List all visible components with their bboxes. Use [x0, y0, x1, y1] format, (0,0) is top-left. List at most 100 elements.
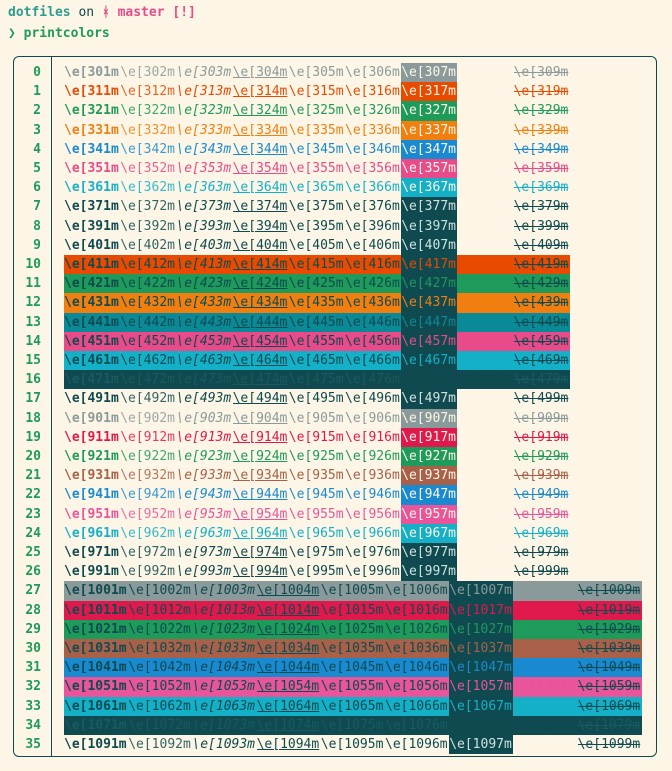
escape-cell: \e[911m	[64, 429, 119, 445]
escape-cells: \e[1051m \e[1052m \e[1053m \e[1054m \e[1055m…	[64, 677, 642, 697]
escape-cell: \e[473m	[176, 372, 232, 388]
escape-cell: \e[1019m	[577, 602, 641, 618]
escape-cell: \e[468m	[457, 353, 513, 368]
escape-cell: \e[494m	[232, 391, 288, 407]
escape-cell: \e[302m	[120, 65, 175, 80]
table-row: 30 \e[1031m \e[1032m \e[1033m \e[1034m \e[103…	[0, 639, 672, 659]
escape-cell: \e[1014m	[256, 602, 320, 618]
escape-cell: \e[375m	[288, 199, 344, 215]
escape-cell: \e[973m	[176, 545, 232, 560]
escape-cell: \e[342m	[120, 141, 175, 157]
escape-cells: \e[461m \e[462m \e[463m \e[464m \e[465m \e[46…	[64, 351, 570, 371]
escape-cell: \e[447m	[401, 312, 458, 332]
escape-cell: \e[475m	[288, 372, 344, 388]
escape-cell: \e[1094m	[256, 737, 320, 752]
escape-cell: \e[1033m	[192, 641, 256, 656]
escape-cell: \e[497m	[401, 389, 458, 409]
escape-cell: \e[1038m	[513, 641, 577, 656]
color-table-frame	[13, 56, 657, 757]
escape-cell: \e[343m	[176, 141, 232, 157]
row-number: 6	[33, 180, 41, 196]
escape-cells: \e[441m \e[442m \e[443m \e[444m \e[445m \e[44…	[64, 312, 570, 332]
escape-cell: \e[439m	[513, 295, 569, 311]
escape-cell: \e[943m	[176, 487, 232, 503]
escape-cell: \e[338m	[457, 121, 513, 140]
escape-cell: \e[402m	[120, 237, 175, 253]
table-row: 19 \e[911m \e[912m \e[913m \e[914m \e[915m \e[…	[0, 427, 672, 447]
table-row: 10 \e[411m \e[412m \e[413m \e[414m \e[415m \e[…	[0, 255, 672, 275]
escape-cell: \e[395m	[288, 218, 344, 234]
escape-cell: \e[415m	[288, 257, 344, 272]
escape-cell: \e[969m	[513, 525, 569, 541]
escape-cell: \e[345m	[288, 141, 344, 157]
row-number: 30	[25, 641, 41, 656]
escape-cell: \e[421m	[64, 276, 119, 292]
escape-cells: \e[1011m \e[1012m \e[1013m \e[1014m \e[1015m…	[64, 600, 642, 620]
escape-cell: \e[311m	[64, 84, 119, 100]
escape-cell: \e[1001m	[64, 583, 127, 599]
escape-cell: \e[921m	[64, 449, 119, 464]
row-number: 5	[33, 161, 41, 176]
row-number: 15	[25, 353, 41, 368]
row-number: 17	[25, 391, 41, 407]
row-number: 29	[25, 621, 41, 637]
escape-cell: \e[429m	[513, 276, 569, 292]
prompt-branch: master	[117, 5, 165, 20]
escape-cell: \e[978m	[457, 543, 513, 562]
escape-cell: \e[435m	[288, 295, 344, 311]
escape-cell: \e[941m	[64, 487, 119, 503]
table-row: 22 \e[941m \e[942m \e[943m \e[944m \e[945m \e[…	[0, 485, 672, 505]
escape-cell: \e[477m	[401, 370, 458, 390]
escape-cell: \e[413m	[176, 257, 232, 272]
escape-cell: \e[991m	[64, 564, 119, 580]
escape-cell: \e[901m	[64, 410, 119, 426]
table-row: 15 \e[461m \e[462m \e[463m \e[464m \e[465m \e[…	[0, 351, 672, 371]
escape-cell: \e[324m	[232, 103, 288, 119]
escape-cell: \e[1031m	[64, 641, 127, 656]
escape-cell: \e[1095m	[320, 737, 384, 752]
row-number: 0	[33, 65, 41, 80]
row-number: 10	[25, 257, 41, 272]
table-row: 27 \e[1001m \e[1002m \e[1003m \e[1004m \e[100…	[0, 581, 672, 601]
table-row: 6 \e[361m \e[362m \e[363m \e[364m \e[365m \e[3…	[0, 178, 672, 198]
escape-cell: \e[443m	[176, 314, 232, 330]
escape-cell: \e[357m	[401, 159, 458, 179]
escape-cell: \e[1051m	[64, 679, 127, 695]
escape-cell: \e[347m	[401, 139, 458, 159]
escape-cell: \e[373m	[176, 199, 232, 215]
row-number: 19	[25, 429, 41, 445]
escape-cells: \e[411m \e[412m \e[413m \e[414m \e[415m \e[41…	[64, 255, 570, 275]
escape-cell: \e[942m	[120, 487, 175, 503]
escape-cell: \e[953m	[176, 506, 232, 522]
escape-cell: \e[474m	[232, 372, 288, 388]
escape-cell: \e[458m	[457, 333, 513, 349]
escape-cell: \e[337m	[401, 120, 458, 140]
row-number: 20	[25, 449, 41, 464]
escape-cell: \e[328m	[457, 101, 513, 120]
escape-cell: \e[1058m	[513, 679, 577, 695]
escape-cells: \e[431m \e[432m \e[433m \e[434m \e[435m \e[43…	[64, 293, 570, 313]
escape-cell: \e[998m	[457, 562, 513, 581]
escape-cell: \e[317m	[401, 82, 458, 102]
prompt-on: on	[78, 5, 95, 20]
escape-cell: \e[408m	[457, 236, 513, 255]
escape-cell: \e[335m	[288, 122, 344, 138]
escape-cell: \e[913m	[176, 429, 232, 445]
escape-cell: \e[423m	[176, 276, 232, 292]
escape-cell: \e[417m	[401, 255, 458, 275]
escape-cell: \e[401m	[64, 237, 119, 253]
escape-cell: \e[1068m	[513, 698, 577, 714]
escape-cell: \e[441m	[64, 314, 119, 330]
row-number: 16	[25, 372, 41, 388]
escape-cell: \e[905m	[288, 410, 344, 426]
escape-cell: \e[1003m	[192, 583, 256, 599]
escape-cell: \e[975m	[288, 545, 344, 560]
row-number: 3	[33, 122, 41, 138]
table-row: 13 \e[441m \e[442m \e[443m \e[444m \e[445m \e[…	[0, 312, 672, 332]
escape-cell: \e[316m	[345, 84, 400, 100]
escape-cell: \e[334m	[232, 122, 288, 138]
escape-cell: \e[1057m	[449, 677, 514, 697]
escape-cell: \e[1046m	[385, 660, 448, 676]
escape-cell: \e[1025m	[320, 621, 384, 637]
escape-cell: \e[457m	[401, 331, 458, 351]
